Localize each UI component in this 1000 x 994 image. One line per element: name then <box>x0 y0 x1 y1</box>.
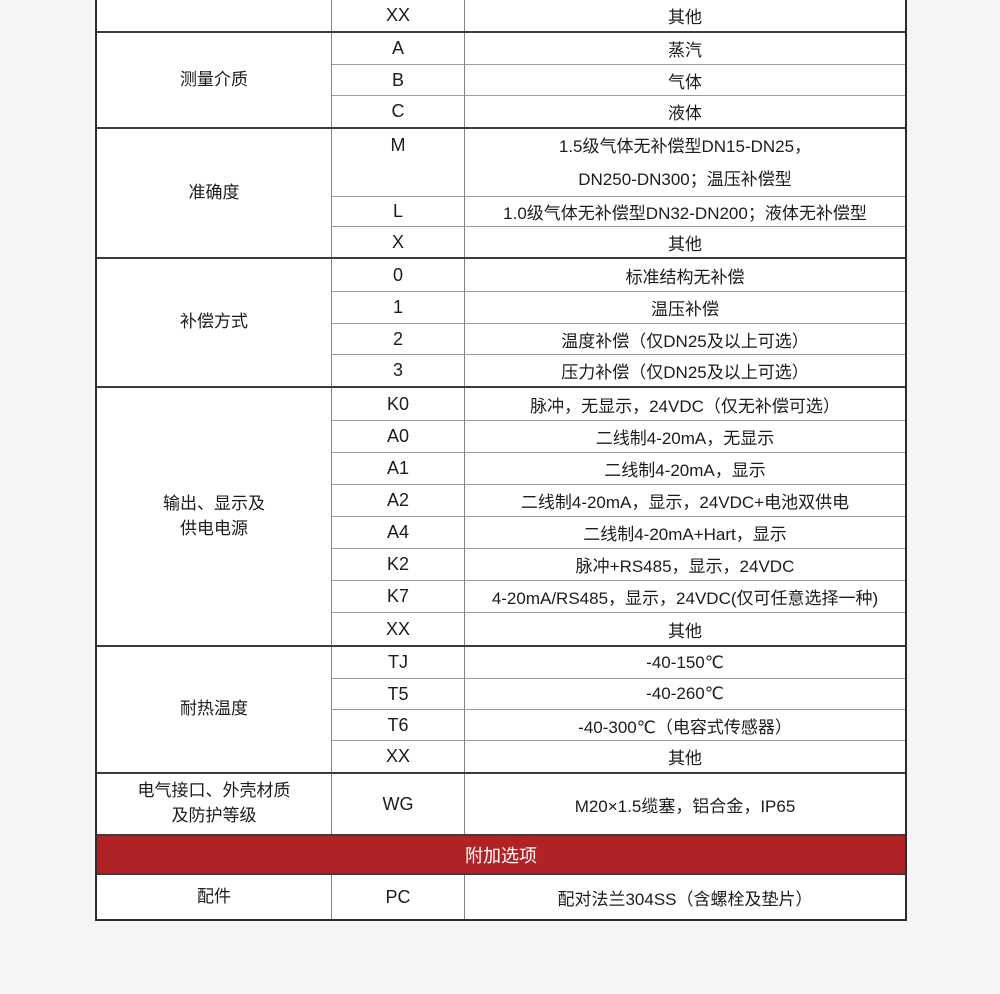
desc-cell: 脉冲+RS485，显示，24VDC <box>465 548 905 580</box>
desc-cell: 配对法兰304SS（含螺栓及垫片） <box>465 875 905 919</box>
desc-cell: 二线制4-20mA，显示，24VDC+电池双供电 <box>465 484 905 516</box>
category-cell: 测量介质 <box>97 33 332 127</box>
category-cell: 准确度 <box>97 129 332 257</box>
category-cell: 输出、显示及 供电电源 <box>97 388 332 645</box>
code-cell: X <box>332 226 465 257</box>
selection-table-accessories: 配件 PC 配对法兰304SS（含螺栓及垫片） <box>97 875 905 919</box>
desc-cell: 其他 <box>465 740 905 772</box>
desc-cell: 其他 <box>465 612 905 645</box>
desc-cell: M20×1.5缆塞，铝合金，IP65 <box>465 774 905 834</box>
desc-cell: 压力补偿（仅DN25及以上可选） <box>465 354 905 386</box>
code-cell: A2 <box>332 484 465 516</box>
code-cell: T5 <box>332 678 465 709</box>
desc-cell: 1.0级气体无补偿型DN32-DN200；液体无补偿型 <box>465 196 905 226</box>
desc-cell: 脉冲，无显示，24VDC（仅无补偿可选） <box>465 388 905 420</box>
selection-table-main: XX 其他 测量介质 A 蒸汽 B 气体 C 液体 准确度 M 1.5级气体无补偿型DN15-DN25… <box>97 0 905 834</box>
category-cell: 补偿方式 <box>97 259 332 386</box>
category-cell: 配件 <box>97 875 332 919</box>
code-cell: PC <box>332 875 465 919</box>
code-cell: A <box>332 33 465 64</box>
code-cell: XX <box>332 612 465 645</box>
code-cell: T6 <box>332 709 465 740</box>
desc-cell: 温度补偿（仅DN25及以上可选） <box>465 323 905 354</box>
code-cell: L <box>332 196 465 226</box>
desc-cell: 二线制4-20mA，无显示 <box>465 420 905 452</box>
code-cell: XX <box>332 0 465 31</box>
desc-cell: -40-260℃ <box>465 678 905 709</box>
desc-cell: 其他 <box>465 226 905 257</box>
table-section: 补偿方式 0 标准结构无补偿 1 温压补偿 2 温度补偿（仅DN25及以上可选） 3 压力补偿（… <box>97 257 905 386</box>
product-selection-table: XX 其他 测量介质 A 蒸汽 B 气体 C 液体 准确度 M 1.5级气体无补偿型DN15-DN25… <box>95 0 907 921</box>
desc-cell: 二线制4-20mA+Hart，显示 <box>465 516 905 548</box>
desc-cell: 标准结构无补偿 <box>465 259 905 291</box>
table-section: XX 其他 <box>97 0 905 31</box>
code-cell: WG <box>332 774 465 834</box>
table-section: 电气接口、外壳材质 及防护等级 WG M20×1.5缆塞，铝合金，IP65 <box>97 772 905 834</box>
code-cell: 0 <box>332 259 465 291</box>
category-cell: 耐热温度 <box>97 647 332 772</box>
code-cell: 2 <box>332 323 465 354</box>
desc-cell: 1.5级气体无补偿型DN15-DN25， DN250-DN300；温压补偿型 <box>465 129 905 196</box>
code-cell: C <box>332 95 465 127</box>
desc-cell: -40-300℃（电容式传感器） <box>465 709 905 740</box>
code-cell: K7 <box>332 580 465 612</box>
code-cell: M <box>332 129 465 196</box>
code-cell: 1 <box>332 291 465 323</box>
desc-cell: 蒸汽 <box>465 33 905 64</box>
table-section: 测量介质 A 蒸汽 B 气体 C 液体 <box>97 31 905 127</box>
table-section: 准确度 M 1.5级气体无补偿型DN15-DN25， DN250-DN300；温压补… <box>97 127 905 257</box>
table-section: 耐热温度 TJ -40-150℃ T5 -40-260℃ T6 -40-300℃（电容式传感… <box>97 645 905 772</box>
desc-cell: 其他 <box>465 0 905 31</box>
code-cell: A1 <box>332 452 465 484</box>
desc-cell: 液体 <box>465 95 905 127</box>
code-cell: B <box>332 64 465 95</box>
code-cell: 3 <box>332 354 465 386</box>
desc-cell: 气体 <box>465 64 905 95</box>
desc-cell: 二线制4-20mA，显示 <box>465 452 905 484</box>
table-section: 配件 PC 配对法兰304SS（含螺栓及垫片） <box>97 875 905 919</box>
category-cell <box>97 0 332 31</box>
code-cell: XX <box>332 740 465 772</box>
desc-cell: -40-150℃ <box>465 647 905 678</box>
code-cell: A0 <box>332 420 465 452</box>
category-cell: 电气接口、外壳材质 及防护等级 <box>97 774 332 834</box>
code-cell: K2 <box>332 548 465 580</box>
table-section: 输出、显示及 供电电源 K0 脉冲，无显示，24VDC（仅无补偿可选） A0 二线制4-… <box>97 386 905 645</box>
desc-cell: 4-20mA/RS485，显示，24VDC(仅可任意选择一种) <box>465 580 905 612</box>
code-cell: A4 <box>332 516 465 548</box>
additional-options-banner: 附加选项 <box>97 834 905 875</box>
code-cell: TJ <box>332 647 465 678</box>
desc-cell: 温压补偿 <box>465 291 905 323</box>
code-cell: K0 <box>332 388 465 420</box>
